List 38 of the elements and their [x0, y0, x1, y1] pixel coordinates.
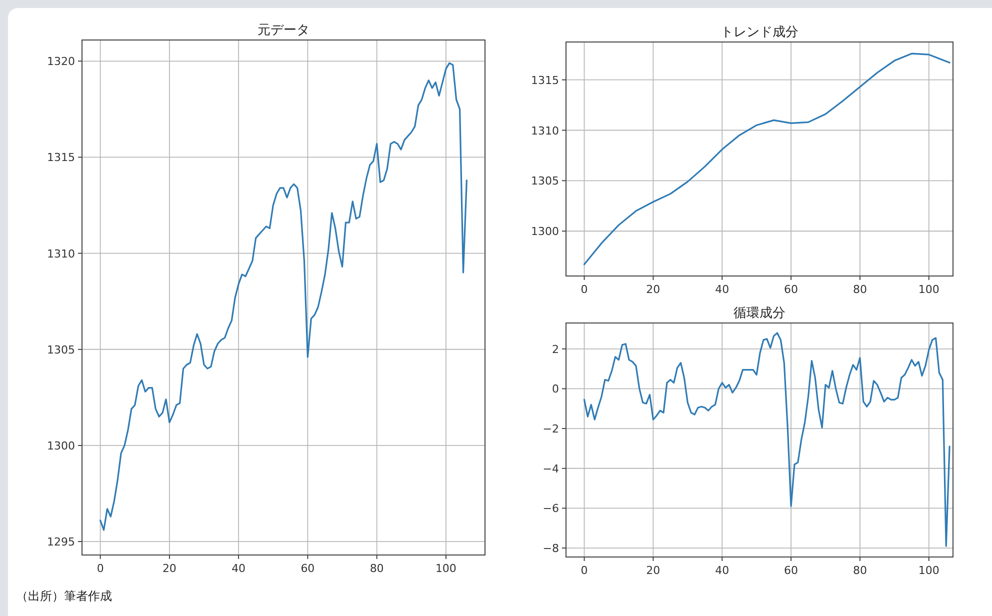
- x-tick-label: 100: [918, 564, 940, 577]
- y-tick-label: −2: [542, 422, 559, 436]
- y-tick-label: 1310: [47, 247, 75, 260]
- x-tick-label: 80: [852, 564, 867, 577]
- y-tick-label: 1315: [47, 151, 75, 164]
- x-tick-label: 60: [300, 562, 315, 575]
- chart-title: 循環成分: [734, 306, 786, 321]
- y-tick-label: 1300: [531, 225, 559, 238]
- x-tick-label: 60: [784, 283, 798, 296]
- chart-title: トレンド成分: [720, 25, 798, 40]
- x-tick-label: 80: [852, 283, 867, 296]
- x-tick-label: 0: [580, 283, 588, 296]
- y-tick-label: 1295: [47, 536, 75, 549]
- y-tick-label: 1305: [47, 343, 75, 356]
- x-tick-label: 20: [646, 283, 660, 296]
- y-tick-label: 1315: [531, 74, 559, 87]
- text: （出所）筆者作成: [16, 589, 112, 603]
- y-tick-label: 1300: [47, 439, 75, 452]
- y-tick-label: 0: [552, 382, 559, 396]
- x-tick-label: 100: [435, 562, 456, 575]
- x-tick-label: 20: [646, 564, 660, 577]
- x-tick-label: 40: [715, 283, 730, 296]
- chart-title: 元データ: [258, 23, 310, 38]
- x-tick-label: 20: [162, 562, 176, 575]
- x-tick-label: 0: [580, 564, 588, 577]
- y-tick-label: 1305: [531, 174, 559, 188]
- y-tick-label: −6: [542, 502, 559, 516]
- y-tick-label: −8: [542, 542, 559, 556]
- x-tick-label: 40: [232, 562, 246, 575]
- x-tick-label: 60: [784, 564, 798, 577]
- x-tick-label: 40: [715, 564, 730, 577]
- x-tick-label: 0: [96, 562, 104, 575]
- y-tick-label: −4: [542, 462, 559, 476]
- x-tick-label: 100: [918, 283, 940, 296]
- x-tick-label: 80: [370, 562, 384, 575]
- y-tick-label: 2: [552, 342, 559, 356]
- y-tick-label: 1320: [47, 55, 75, 68]
- y-tick-label: 1310: [531, 124, 559, 138]
